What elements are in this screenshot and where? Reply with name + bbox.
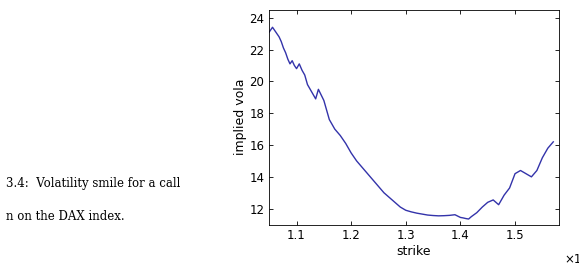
Text: n on the DAX index.: n on the DAX index.	[6, 210, 124, 223]
Text: 3.4:  Volatility smile for a call: 3.4: Volatility smile for a call	[6, 177, 180, 190]
X-axis label: strike: strike	[397, 245, 431, 258]
Y-axis label: implied vola: implied vola	[233, 79, 247, 155]
Text: ×10⁴: ×10⁴	[565, 252, 579, 266]
